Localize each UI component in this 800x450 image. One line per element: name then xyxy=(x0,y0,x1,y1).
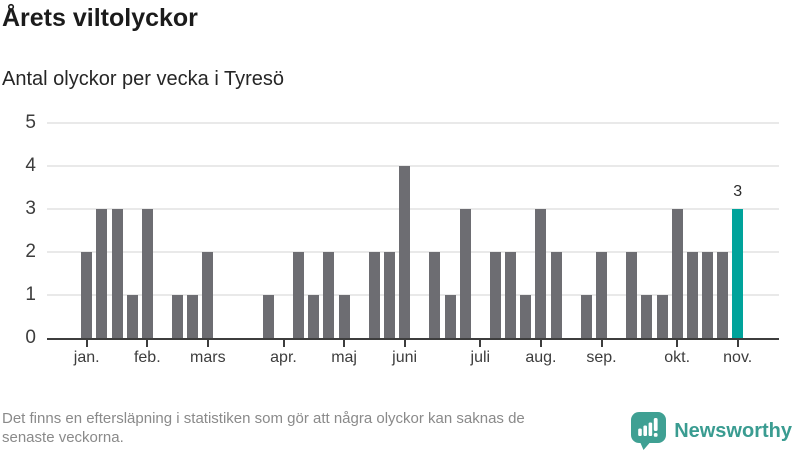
y-axis-label-4: 4 xyxy=(25,155,36,176)
y-axis-label-5: 5 xyxy=(25,112,36,133)
bar-week-39 xyxy=(656,295,668,338)
bar-week-37 xyxy=(626,252,638,338)
bar-week-30 xyxy=(520,295,532,338)
newsworthy-brand: Newsworthy xyxy=(631,412,792,450)
newsworthy-chart-bubble-icon xyxy=(631,412,667,450)
y-axis-label-0: 0 xyxy=(25,327,36,348)
gridline-y4 xyxy=(47,165,779,167)
x-axis-tick-jan xyxy=(85,340,88,347)
bar-week-13 xyxy=(262,295,274,338)
x-axis-tick-maj xyxy=(343,340,346,347)
bar-week-41 xyxy=(686,252,698,338)
bar-week-22 xyxy=(399,166,411,338)
x-axis-tick-juli xyxy=(479,340,482,347)
gridline-y3 xyxy=(47,208,779,210)
bar-week-1 xyxy=(81,252,93,338)
x-axis-label-okt: okt. xyxy=(664,349,691,366)
bar-week-4 xyxy=(126,295,138,338)
x-axis-tick-apr xyxy=(282,340,285,347)
bar-week-3 xyxy=(111,209,123,338)
x-axis-label-nov: nov. xyxy=(723,349,753,366)
bar-week-43 xyxy=(717,252,729,338)
brand-name: Newsworthy xyxy=(674,419,792,442)
bar-week-16 xyxy=(308,295,320,338)
exclamation-line-glyph xyxy=(653,418,658,431)
bar-week-18 xyxy=(338,295,350,338)
bar-glyph-1 xyxy=(638,428,642,436)
chart-subtitle: Antal olyckor per vecka i Tyresö xyxy=(2,68,284,90)
bar-week-15 xyxy=(293,252,305,338)
bar-glyph-2 xyxy=(643,425,648,436)
bar-week-5 xyxy=(141,209,153,338)
x-axis-tick-aug xyxy=(539,340,542,347)
x-axis-tick-mars xyxy=(206,340,209,347)
gridline-y1 xyxy=(47,294,779,296)
x-axis-tick-feb xyxy=(146,340,149,347)
x-axis-tick-sep xyxy=(600,340,603,347)
bar-week-20 xyxy=(368,252,380,338)
x-axis-tick-nov xyxy=(736,340,739,347)
x-axis-label-feb: feb. xyxy=(133,349,161,366)
disclaimer-text: Det finns en eftersläpning i statistiken… xyxy=(2,409,642,447)
x-axis-label-apr: apr. xyxy=(270,349,297,366)
bar-week-35 xyxy=(596,252,607,338)
exclamation-dot-glyph xyxy=(653,433,658,437)
bar-week-40 xyxy=(671,209,683,338)
disclaimer-line-1: Det finns en eftersläpning i statistiken… xyxy=(2,410,525,427)
y-axis-label-1: 1 xyxy=(25,284,36,305)
bar-week-21 xyxy=(384,252,395,338)
x-axis-label-maj: maj xyxy=(331,349,357,366)
bar-week-29 xyxy=(505,252,517,338)
gridline-y2 xyxy=(47,251,779,253)
y-axis-label-2: 2 xyxy=(25,241,36,262)
bar-week-2 xyxy=(96,209,108,338)
x-axis-label-aug: aug. xyxy=(525,349,557,366)
x-axis-tick-juni xyxy=(403,340,406,347)
bar-week-17 xyxy=(323,252,335,338)
highlight-bar-week-44 xyxy=(732,209,744,338)
x-axis-label-juli: juli xyxy=(470,349,491,366)
bar-week-8 xyxy=(187,295,199,338)
x-axis-label-jan: jan. xyxy=(73,349,100,366)
bubble-shape xyxy=(631,412,667,450)
bar-glyph-3 xyxy=(648,422,653,436)
bar-week-31 xyxy=(535,209,547,338)
y-axis-label-3: 3 xyxy=(25,198,36,219)
bar-week-7 xyxy=(172,295,183,338)
bar-week-9 xyxy=(202,252,214,338)
x-axis-line xyxy=(47,338,779,340)
x-axis-label-mars: mars xyxy=(190,349,226,366)
bar-week-25 xyxy=(444,295,456,338)
bar-week-34 xyxy=(580,295,592,338)
bar-week-24 xyxy=(429,252,441,338)
bar-week-38 xyxy=(641,295,653,338)
x-axis-label-sep: sep. xyxy=(586,349,617,366)
x-axis-tick-okt xyxy=(676,340,679,347)
page-title: Årets viltolyckor xyxy=(2,4,198,32)
highlight-value-label: 3 xyxy=(733,183,743,200)
bar-week-42 xyxy=(701,252,713,338)
bar-week-32 xyxy=(550,252,562,338)
gridline-y5 xyxy=(47,122,779,124)
x-axis-label-juni: juni xyxy=(392,349,418,366)
bar-week-28 xyxy=(490,252,501,338)
bar-week-26 xyxy=(459,209,471,338)
disclaimer-line-2: senaste veckorna. xyxy=(2,429,124,446)
